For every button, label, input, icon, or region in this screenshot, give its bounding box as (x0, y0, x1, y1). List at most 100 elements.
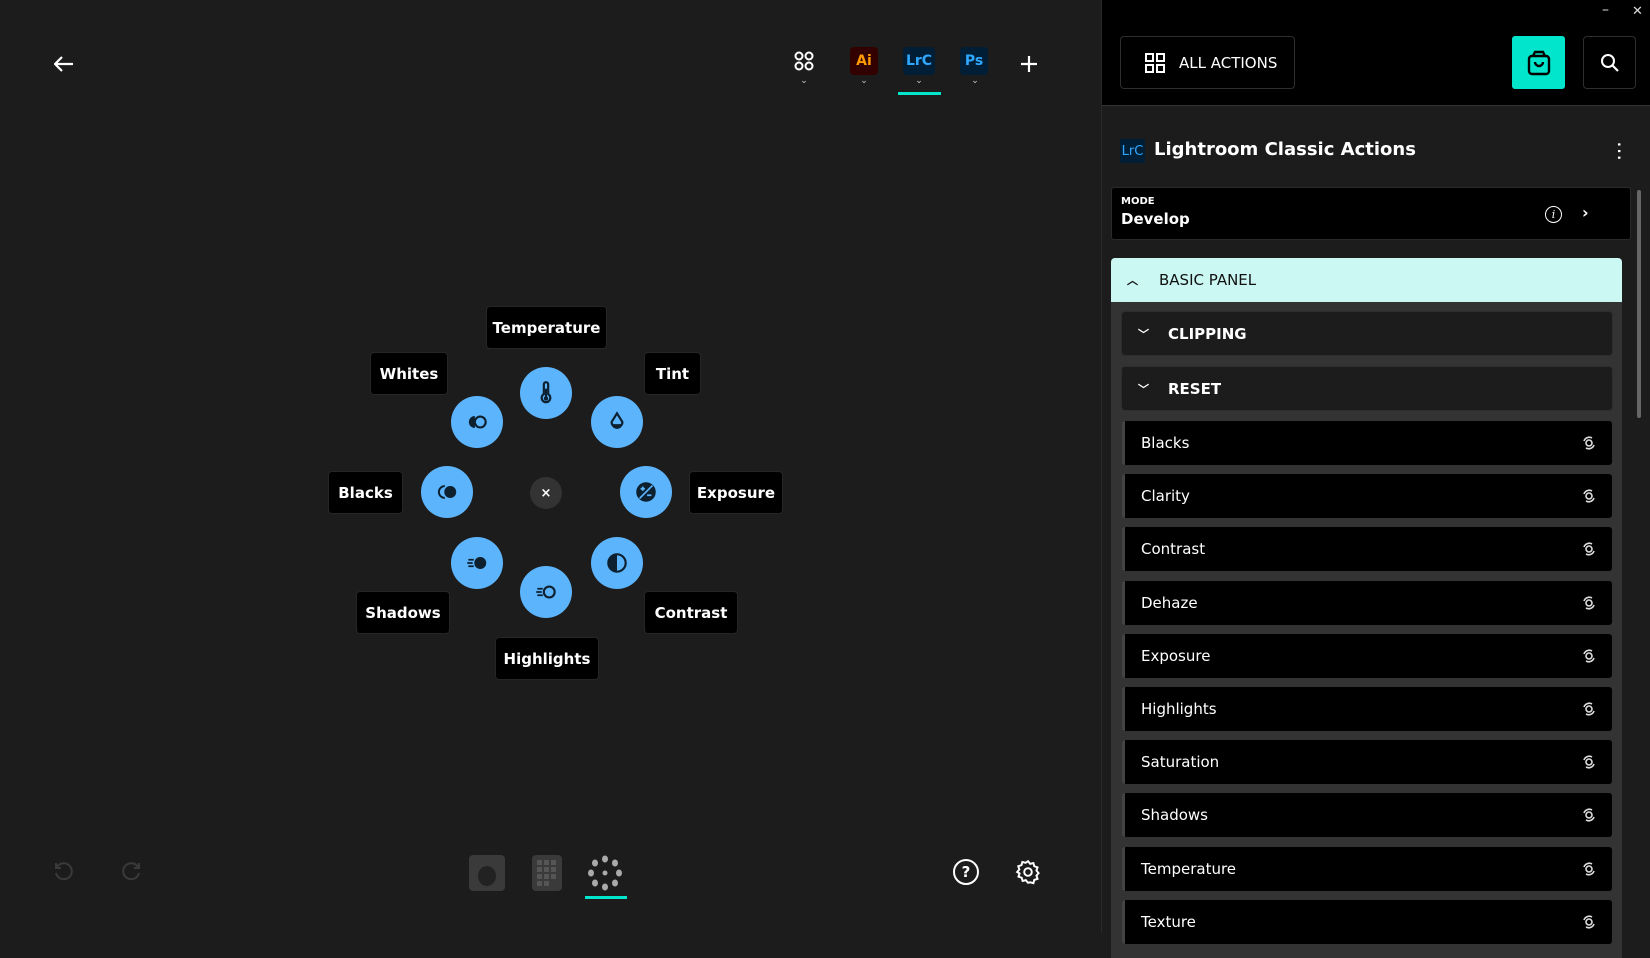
radial-label-highlights[interactable]: Highlights (496, 638, 598, 679)
chevron-down-icon[interactable]: ⌄ (860, 76, 868, 86)
scrollbar[interactable] (1637, 190, 1641, 418)
device-radial-button[interactable] (587, 855, 623, 891)
help-button[interactable]: ? (953, 859, 979, 885)
action-item[interactable]: Exposure (1122, 633, 1612, 678)
device-dial-button[interactable] (469, 855, 505, 891)
panel-title: Lightroom Classic Actions (1154, 139, 1416, 160)
action-item[interactable]: Blacks (1122, 421, 1612, 465)
action-label: Exposure (1141, 646, 1211, 665)
action-item[interactable]: Texture (1122, 899, 1612, 944)
action-item[interactable]: Contrast (1122, 527, 1612, 572)
plus-icon (1021, 56, 1037, 72)
mode-value: Develop (1121, 210, 1190, 228)
radial-button-whites[interactable] (451, 396, 503, 448)
action-item[interactable]: Shadows (1122, 793, 1612, 838)
chevron-down-icon: ﹀ (1138, 327, 1149, 341)
radial-button-temperature[interactable] (520, 367, 572, 419)
keypad-icon (537, 860, 556, 886)
blacks-icon (437, 485, 457, 499)
action-label: Blacks (1141, 434, 1190, 452)
radial-label-temperature[interactable]: Temperature (487, 307, 606, 348)
radial-button-exposure[interactable] (620, 466, 672, 518)
action-item[interactable]: Highlights (1122, 687, 1612, 731)
chevron-right-icon[interactable]: › (1582, 203, 1589, 222)
app-tab-photoshop[interactable]: Ps (960, 47, 988, 75)
radial-button-highlights[interactable] (520, 566, 572, 618)
settings-button[interactable] (1015, 859, 1041, 889)
reset-icon (1583, 542, 1595, 556)
subsection-clipping[interactable]: ﹀ CLIPPING (1121, 311, 1613, 356)
radial-label-whites[interactable]: Whites (371, 353, 447, 394)
action-label: Highlights (1141, 700, 1217, 718)
chevron-down-icon: ﹀ (1138, 382, 1149, 396)
add-app-button[interactable] (1019, 54, 1039, 74)
chevron-down-icon[interactable]: ⌄ (971, 76, 979, 86)
dial-icon (478, 866, 496, 886)
active-device-underline (585, 896, 627, 899)
marketplace-button[interactable] (1512, 36, 1565, 89)
basic-panel-section: ︿ BASIC PANEL ﹀ CLIPPING ﹀ RESET Blacks Cla… (1111, 258, 1622, 958)
panel-header: – ✕ ALL ACTIONS (1102, 0, 1650, 106)
app-switcher-all[interactable] (794, 51, 814, 71)
action-label: Shadows (1141, 806, 1209, 825)
search-icon (1600, 53, 1619, 72)
mode-label: MODE (1121, 196, 1155, 207)
action-label: Temperature (1141, 859, 1237, 878)
more-options-button[interactable]: ⋯ (1608, 141, 1632, 161)
action-item[interactable]: Dehaze (1122, 580, 1612, 625)
action-label: Texture (1141, 912, 1196, 931)
chevron-down-icon[interactable]: ⌄ (915, 76, 923, 86)
reset-icon (1583, 755, 1595, 769)
close-window-button[interactable]: ✕ (1632, 4, 1643, 19)
radial-label-shadows[interactable]: Shadows (357, 592, 449, 633)
minimize-button[interactable]: – (1602, 2, 1609, 18)
search-button[interactable] (1583, 36, 1636, 89)
reset-icon (1583, 915, 1595, 929)
drop-icon (610, 411, 624, 430)
app-tab-lightroom-classic[interactable]: LrC (903, 47, 935, 75)
apps-grid-icon (794, 51, 814, 71)
subsection-title: CLIPPING (1168, 324, 1247, 343)
contrast-icon (607, 553, 627, 573)
thermometer-icon (540, 381, 552, 404)
highlights-icon (536, 585, 556, 599)
grid-icon (1145, 52, 1165, 73)
help-icon: ? (961, 863, 971, 881)
whites-icon (468, 415, 487, 429)
radial-label-tint[interactable]: Tint (645, 353, 700, 394)
radial-label-exposure[interactable]: Exposure (690, 472, 782, 513)
device-keypad-button[interactable] (532, 855, 562, 891)
info-icon[interactable]: i (1545, 206, 1562, 223)
section-title: BASIC PANEL (1159, 271, 1257, 289)
undo-button[interactable] (53, 861, 75, 887)
radial-button-shadows[interactable] (451, 537, 503, 589)
action-item[interactable]: Saturation (1122, 740, 1612, 785)
back-button[interactable] (50, 52, 78, 76)
action-label: Contrast (1141, 540, 1206, 559)
mode-selector[interactable]: MODE Develop i › (1111, 187, 1631, 240)
app-tab-illustrator[interactable]: Ai (850, 47, 878, 75)
action-item[interactable]: Temperature (1122, 846, 1612, 891)
exposure-icon (636, 482, 656, 502)
arrow-left-icon (54, 56, 73, 72)
subsection-title: RESET (1168, 379, 1222, 398)
radial-label-blacks[interactable]: Blacks (329, 472, 402, 513)
redo-button[interactable] (120, 861, 142, 887)
reset-icon (1583, 489, 1595, 503)
action-label: Clarity (1141, 487, 1190, 506)
reset-icon (1583, 862, 1595, 876)
radial-button-blacks[interactable] (421, 466, 473, 518)
reset-icon (1583, 702, 1595, 716)
shopping-bag-icon (1527, 50, 1550, 75)
active-tab-underline (898, 92, 941, 95)
radial-close-button[interactable]: × (530, 477, 562, 509)
radial-label-contrast[interactable]: Contrast (645, 592, 737, 633)
basic-panel-header[interactable]: ︿ BASIC PANEL (1111, 258, 1622, 302)
radial-button-contrast[interactable] (591, 537, 643, 589)
chevron-down-icon[interactable]: ⌄ (800, 76, 808, 86)
subsection-reset[interactable]: ﹀ RESET (1121, 366, 1613, 411)
action-item[interactable]: Clarity (1122, 474, 1612, 519)
radial-menu-icon (588, 855, 622, 891)
all-actions-button[interactable]: ALL ACTIONS (1120, 36, 1295, 89)
radial-button-tint[interactable] (591, 396, 643, 448)
